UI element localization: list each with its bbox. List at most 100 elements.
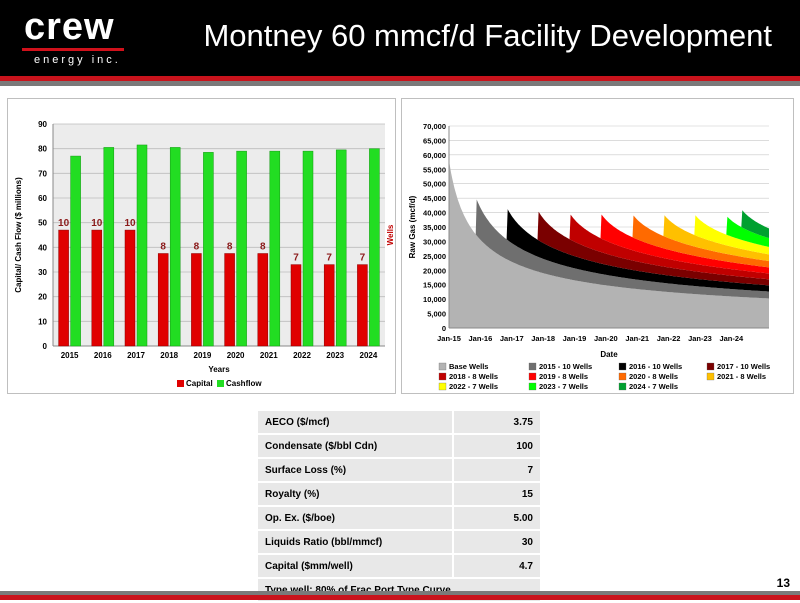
assumption-label: Liquids Ratio (bbl/mmcf) [256,529,454,555]
legend-swatch-capital [177,380,184,387]
y-tick-label: 55,000 [423,165,446,174]
legend-label: 2018 - 8 Wells [449,372,498,381]
legend-label: Base Wells [449,362,488,371]
area-2020-8-wells [449,160,769,268]
wells-data-label: 8 [260,242,266,253]
area-2015-10-wells [449,160,769,299]
cashflow-bar [169,147,181,347]
y-tick-label: 45,000 [423,194,446,203]
x-tick-label: 2015 [61,351,79,360]
raw-gas-chart: 0 5,000 10,000 15,000 20,000 25,000 30,000 35,0… [401,98,794,394]
x-tick-label: 2016 [94,351,112,360]
y-tick-label: 15,000 [423,281,446,290]
area-base-wells [449,160,769,328]
wells-data-label: 8 [227,242,233,253]
y-tick-label: 40 [38,243,47,252]
legend-swatch [528,362,537,371]
legend-swatch [618,372,627,381]
capital-bar [290,264,302,347]
legend-swatch [438,382,447,391]
x-tick-label: 2019 [194,351,212,360]
x-tick-label: 2024 [360,351,378,360]
assumption-row: Surface Loss (%) 7 [256,457,542,483]
y-tick-label: 10,000 [423,295,446,304]
y-tick-label: 90 [38,120,47,129]
cashflow-bar [335,149,347,347]
x-tick-label: 2023 [326,351,344,360]
assumption-row: Royalty (%) 15 [256,481,542,507]
assumptions-table: AECO ($/mcf) 3.75 Condensate ($/bbl Cdn) 10… [256,409,542,603]
wells-data-label: 8 [160,242,166,253]
assumption-value: 4.7 [452,553,542,579]
cashflow-bar [369,148,380,347]
area-2023-7-wells [449,160,769,247]
assumption-label: Royalty (%) [256,481,454,507]
assumption-label: Condensate ($/bbl Cdn) [256,433,454,459]
y-tick-label: 10 [38,317,47,326]
y-axis-title: Raw Gas (mcf/d) [408,195,417,258]
x-tick-label: 2018 [160,351,178,360]
assumption-row: Op. Ex. ($/boe) 5.00 [256,505,542,531]
capital-bar [224,253,235,347]
wells-data-label: 7 [293,253,299,264]
y-tick-label: 20,000 [423,266,446,275]
legend-label: 2023 - 7 Wells [539,382,588,391]
capital-bar [91,229,103,347]
page-number: 13 [776,576,790,590]
legend-label: 2016 - 10 Wells [629,362,682,371]
page-title: Montney 60 mmcf/d Facility Development [203,18,772,53]
legend-label: 2021 - 8 Wells [717,372,766,381]
assumption-row: Liquids Ratio (bbl/mmcf) 30 [256,529,542,555]
y-tick-label: 30,000 [423,237,446,246]
legend-swatch [706,372,715,381]
y-tick-label: 0 [442,324,446,333]
x-tick-label: Jan-23 [688,334,712,343]
assumption-row: AECO ($/mcf) 3.75 [256,409,542,435]
x-axis-title: Years [208,365,230,374]
cashflow-bar [70,155,81,347]
assumption-value: 5.00 [452,505,542,531]
y-tick-label: 65,000 [423,136,446,145]
cashflow-bar [136,144,148,347]
y-tick-label: 20 [38,293,47,302]
assumption-value: 3.75 [452,409,542,435]
legend-label: 2015 - 10 Wells [539,362,592,371]
y-tick-label: 70 [38,169,47,178]
legend-label-capital: Capital [186,379,213,388]
legend-swatch [618,362,627,371]
y-tick-label: 40,000 [423,209,446,218]
legend-swatch [618,382,627,391]
cashflow-bar [302,150,314,347]
x-tick-label: Jan-24 [719,334,744,343]
legend-swatch [706,362,715,371]
header-stripe-grey [0,81,800,86]
cashflow-bar [236,150,247,347]
y-tick-label: 30 [38,268,47,277]
area-2022-7-wells [449,160,769,255]
wells-data-label: 10 [124,218,136,229]
x-axis-title: Date [600,350,618,359]
wells-data-label: 7 [360,253,366,264]
assumption-label: Capital ($mm/well) [256,553,454,579]
y-tick-label: 60,000 [423,151,446,160]
plot-area [53,124,385,346]
y-tick-label: 5,000 [427,310,446,319]
cashflow-bar [203,152,214,347]
crew-logo: crew energy inc. [18,6,130,68]
cashflow-bar [269,150,281,347]
y-axis-title: Capital/ Cash Flow ($ millions) [14,177,23,293]
assumption-value: 100 [452,433,542,459]
y2-axis-title: Wells [386,224,395,245]
y-tick-label: 35,000 [423,223,446,232]
legend-swatch [528,382,537,391]
legend-swatch [438,362,447,371]
wells-data-label: 7 [326,253,332,264]
capital-bar [357,264,368,347]
area-2021-8-wells [449,160,769,262]
y-tick-label: 25,000 [423,252,446,261]
y-tick-label: 50,000 [423,180,446,189]
legend-swatch-cashflow [217,380,224,387]
x-tick-label: Jan-16 [468,334,492,343]
x-tick-label: Jan-22 [657,334,681,343]
capital-cashflow-chart: 0 10 20 30 40 50 60 70 80 90 10 2015 10 2016 10 2017 8 20… [7,98,396,394]
